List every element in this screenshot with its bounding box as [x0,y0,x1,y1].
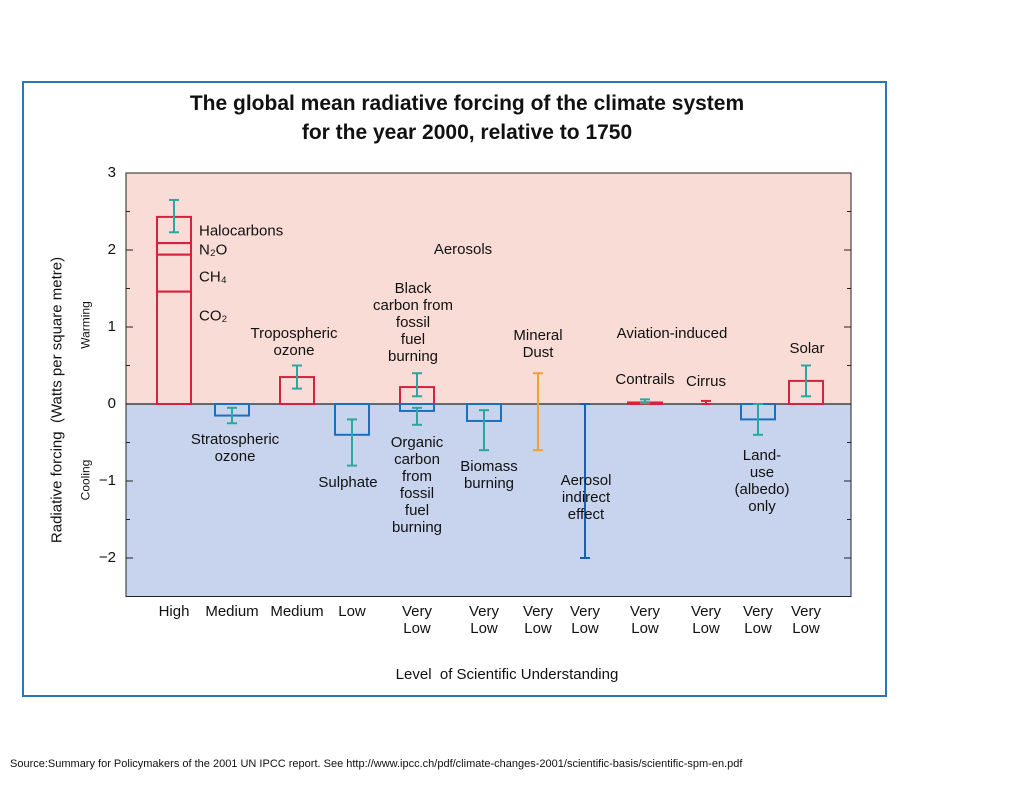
forcing-label: Stratospheric ozone [190,431,280,465]
error-bar [533,372,543,452]
segment-label: Halocarbons [199,222,284,240]
forcing-label: Solar [789,340,825,357]
y-tick-label: 0 [108,395,116,412]
error-bar [580,403,590,559]
frame [22,81,887,697]
x-tick-label: High [158,603,190,620]
x-tick-label: Low [338,603,366,620]
y-tick-label: −2 [99,549,116,566]
chart-title: The global mean radiative forcing of the… [189,92,745,144]
segment-label: N₂O [199,241,228,259]
forcing-label: Biomass burning [460,458,518,492]
error-bar [227,406,237,425]
x-tick-label: Very Low [468,603,500,637]
y-tick-label: 3 [108,164,116,181]
x-tick-label: Very Low [690,603,722,637]
segment-label: CH₄ [199,268,227,286]
cooling-bg [126,404,851,597]
y-axis-label: Radiative forcing (Watts per square metr… [48,256,66,544]
error-bar [753,403,763,436]
error-bar [292,364,302,390]
forcing-label: Black carbon from fossil fuel burning [372,280,454,365]
group-label: Aerosols [433,241,493,258]
x-tick-label: Medium [205,603,259,620]
forcing-label: Tropospheric ozone [250,325,338,359]
group-label: Aviation-induced [616,325,728,342]
x-tick-label: Very Low [401,603,433,637]
x-tick-label: Very Low [742,603,774,637]
error-bar [701,399,711,405]
x-tick-label: Very Low [569,603,601,637]
forcing-label: Land- use (albedo) only [734,447,790,515]
cooling-label: Cooling [78,459,93,501]
forcing-label: Cirrus [686,373,726,390]
segment-label: CO₂ [199,307,228,325]
error-bar [640,398,650,405]
x-tick-label: Very Low [790,603,822,637]
forcing-label: Mineral Dust [513,327,563,361]
forcing-label: Aerosol indirect effect [560,472,612,523]
forcing-label: Organic carbon from fossil fuel burning [390,434,444,536]
plot-border [125,172,852,597]
y-tick-label: 1 [108,318,116,335]
error-bar [169,198,179,234]
forcing-label: Sulphate [318,474,378,491]
source: Source:Summary for Policymakers of the 2… [10,758,743,770]
warming-bg [126,173,851,404]
y-tick-label: 2 [108,241,116,258]
error-bar [479,409,489,452]
x-tick-label: Medium [270,603,324,620]
error-bar [801,364,811,398]
y-tick-label: −1 [99,472,116,489]
x-tick-label: Very Low [629,603,661,637]
x-axis-label: Level of Scientific Understanding [395,666,619,683]
forcing-label: Contrails [615,371,675,388]
error-bar [347,418,357,467]
error-bar [412,406,422,426]
x-tick-label: Very Low [522,603,554,637]
error-bar [412,372,422,398]
warming-label: Warming [78,301,93,349]
